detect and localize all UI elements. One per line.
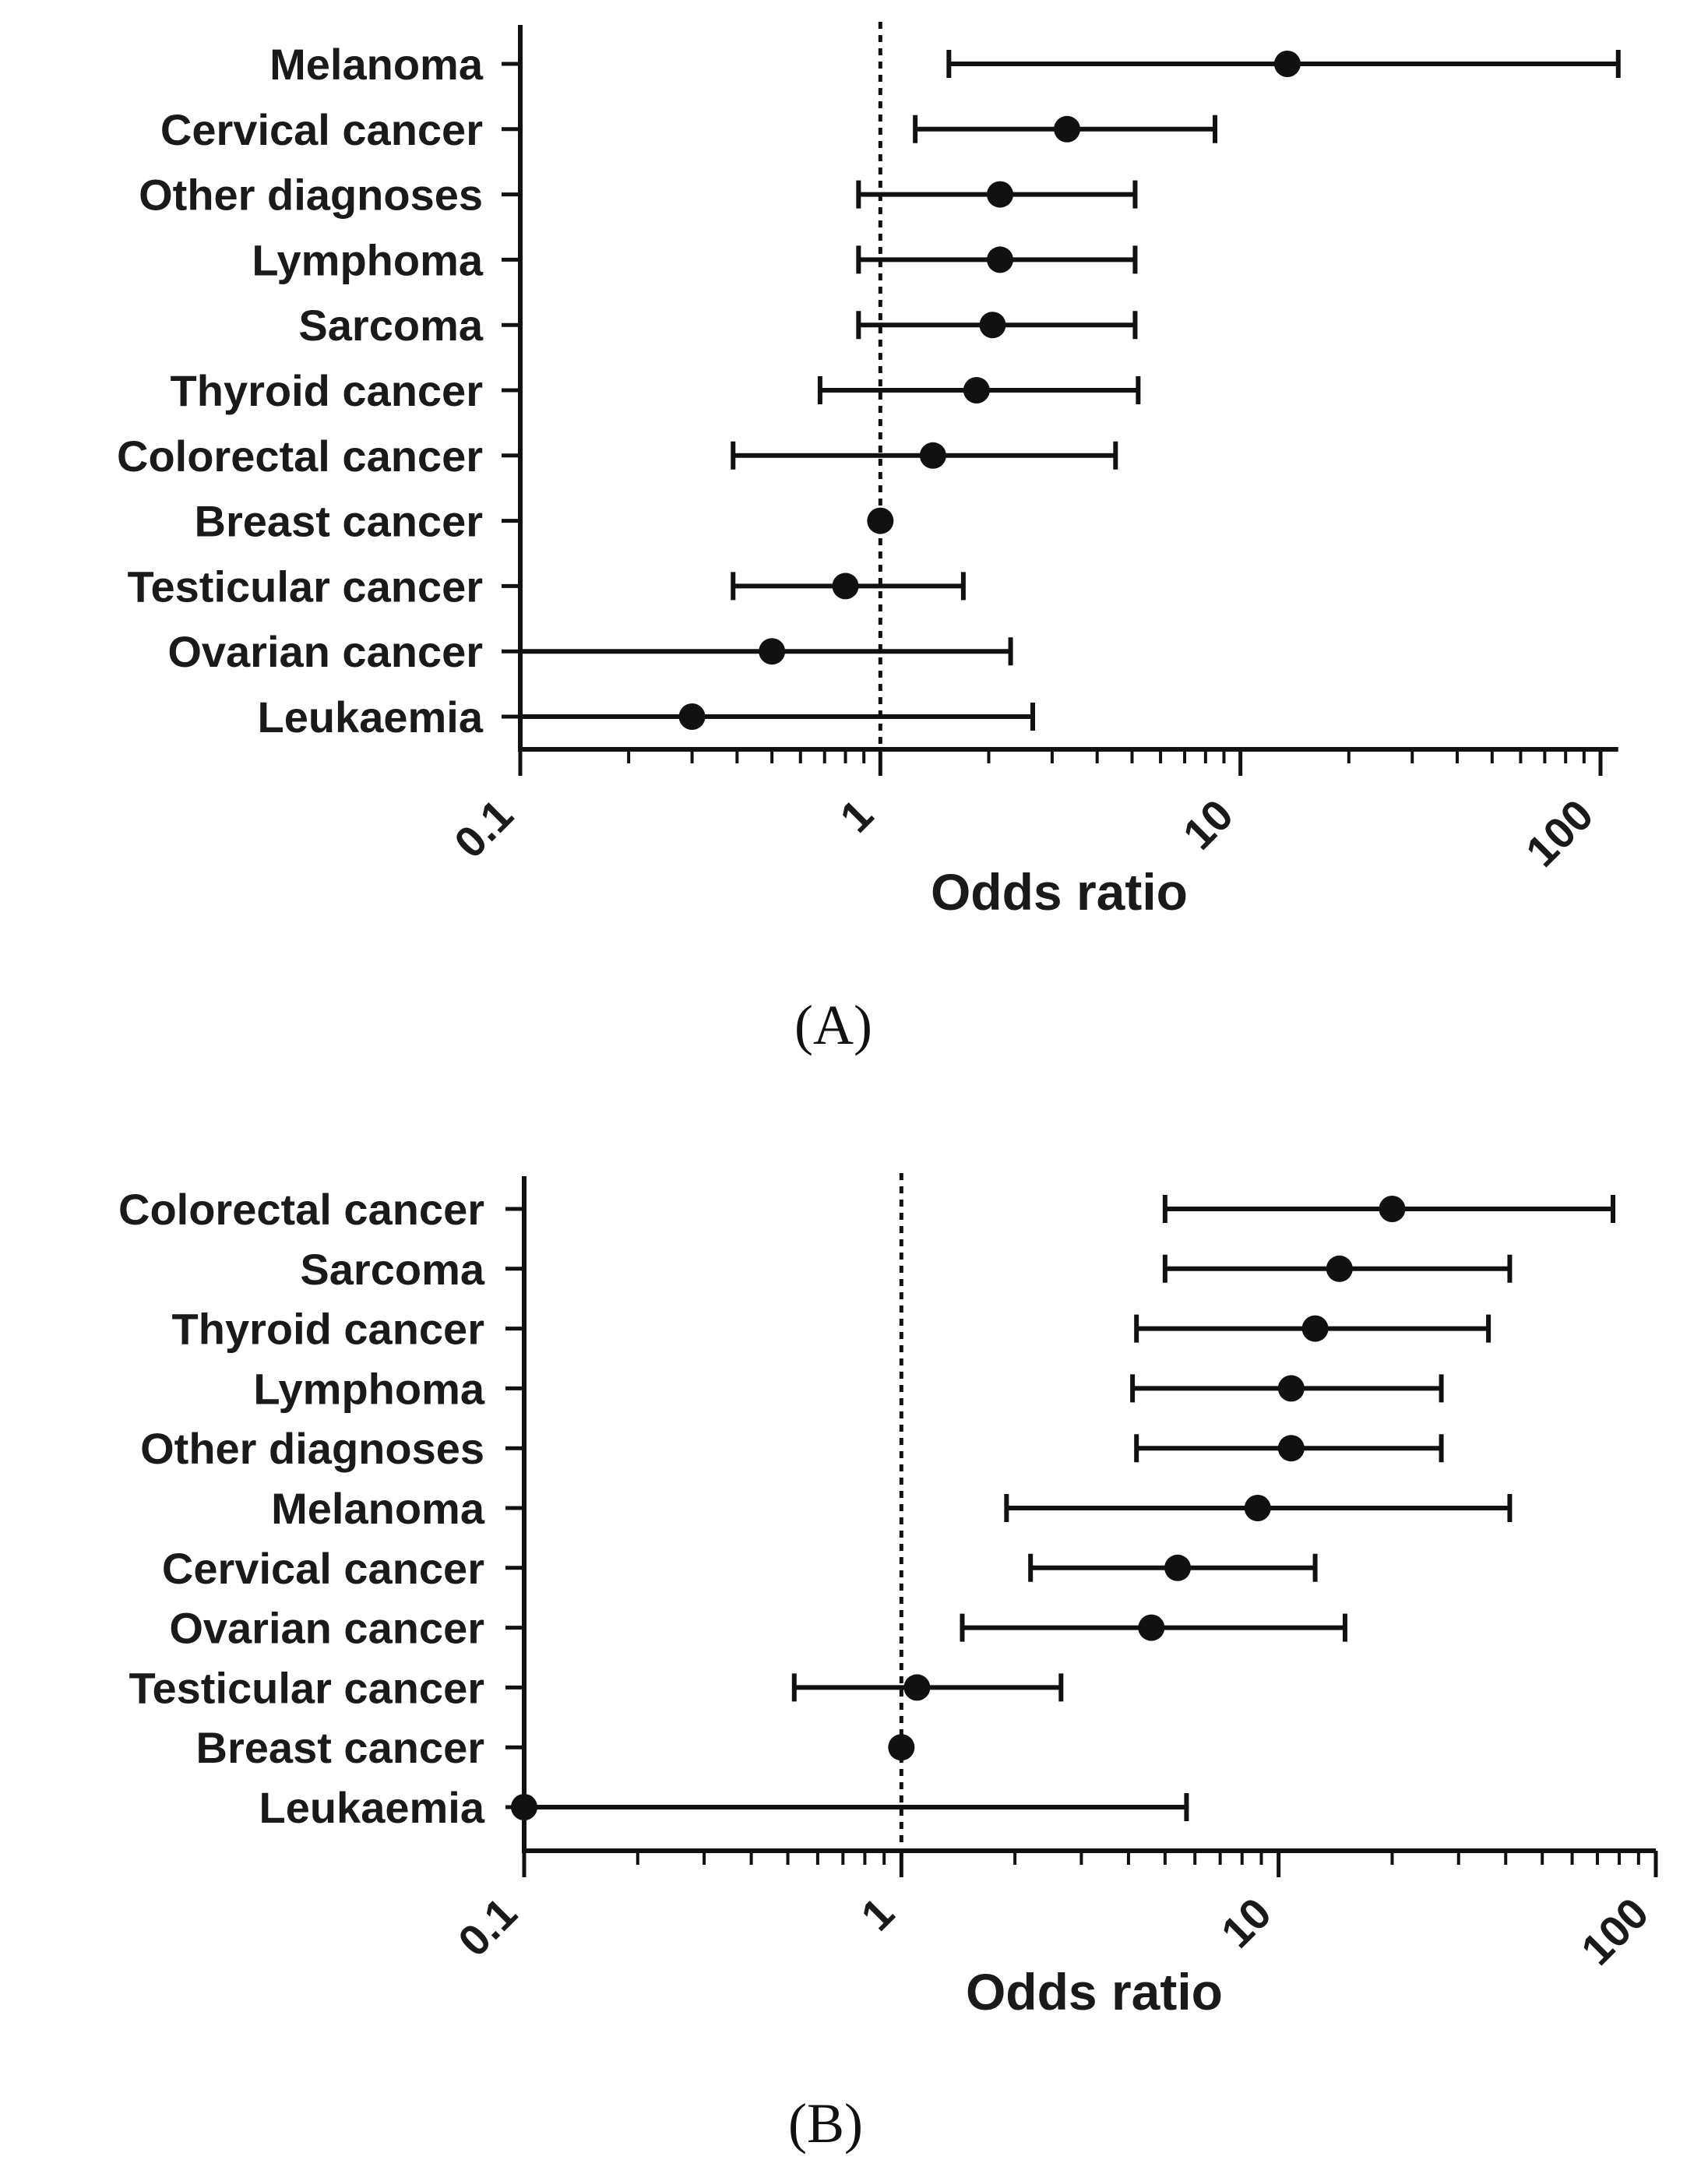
panel-a-point-estimate (963, 377, 990, 403)
panel-b-label: (B) (788, 2092, 863, 2155)
panel-a-category-label: Sarcoma (298, 301, 483, 350)
panel-b-x-tick-label: 1 (851, 1888, 903, 1940)
panel-b-category-label: Other diagnoses (140, 1424, 484, 1473)
panel-a-category-label: Leukaemia (258, 692, 484, 742)
panel-b-category-label: Thyroid cancer (172, 1305, 484, 1354)
panel-b-x-tick-label: 10 (1212, 1888, 1281, 1957)
panel-b-point-estimate (1138, 1614, 1165, 1641)
panel-b-category-label: Testicular cancer (129, 1663, 484, 1712)
panel-b-x-tick-label: 0.1 (449, 1888, 526, 1966)
panel-a-x-tick-label: 0.1 (445, 790, 523, 868)
panel-b-category-label: Leukaemia (259, 1783, 485, 1832)
panel-b-category-label: Colorectal cancer (118, 1185, 484, 1234)
panel-a-x-axis-title: Odds ratio (931, 863, 1188, 921)
panel-a-category-label: Cervical cancer (160, 105, 483, 154)
panel-b-point-estimate (903, 1674, 931, 1701)
panel-a-point-estimate (979, 312, 1006, 339)
panel-a-point-estimate (987, 246, 1014, 273)
panel-b-category-label: Sarcoma (300, 1245, 484, 1294)
panel-a-x-tick-label: 100 (1516, 790, 1603, 876)
panel-b-point-estimate (1164, 1554, 1192, 1581)
panel-a-category-label: Lymphoma (252, 235, 483, 284)
panel-a-point-estimate (678, 703, 706, 730)
panel-a-x-tick-label: 10 (1174, 790, 1243, 859)
panel-a-category-label: Testicular cancer (127, 562, 483, 611)
panel-a-point-estimate (832, 573, 859, 600)
panel-b-category-label: Lymphoma (253, 1364, 484, 1413)
panel-b-x-axis-title: Odds ratio (966, 1963, 1223, 2021)
panel-b-category-label: Ovarian cancer (169, 1604, 484, 1653)
panel-a-point-estimate (867, 507, 894, 534)
panel-a-category-label: Colorectal cancer (117, 432, 483, 481)
panel-a-point-estimate (1273, 51, 1301, 77)
panel-b-point-estimate (1277, 1435, 1305, 1462)
panel-a-point-estimate (987, 181, 1014, 208)
panel-b-point-estimate (1277, 1375, 1305, 1402)
panel-a-category-label: Melanoma (269, 40, 484, 89)
panel-b-point-estimate (1301, 1315, 1329, 1342)
panel-a-point-estimate (1054, 115, 1081, 143)
panel-a-category-label: Ovarian cancer (167, 627, 483, 676)
panel-b-category-label: Breast cancer (196, 1723, 484, 1772)
panel-a-category-label: Breast cancer (195, 497, 483, 546)
panel-b-forest-plot: Colorectal cancer Sarcoma Thyroid cancer Ly… (118, 1173, 1658, 2155)
panel-b-point-estimate (1379, 1196, 1406, 1222)
panel-a-point-estimate (919, 442, 946, 469)
panel-a-forest-plot: Melanoma Cervical cancer Other diagnoses Ly… (117, 22, 1621, 1056)
panel-b-point-estimate (888, 1734, 915, 1761)
panel-a-point-estimate (759, 638, 786, 665)
panel-a-category-label: Thyroid cancer (171, 366, 483, 415)
panel-a-x-tick-label: 1 (830, 790, 882, 842)
panel-a-category-label: Other diagnoses (139, 171, 483, 220)
panel-a-label: (A) (794, 994, 872, 1056)
panel-b-category-label: Melanoma (271, 1484, 485, 1533)
panel-b-point-estimate (1244, 1495, 1271, 1521)
panel-b-category-label: Cervical cancer (162, 1544, 484, 1593)
panel-b-point-estimate (1326, 1255, 1353, 1282)
panel-b-x-tick-label: 100 (1572, 1888, 1658, 1975)
